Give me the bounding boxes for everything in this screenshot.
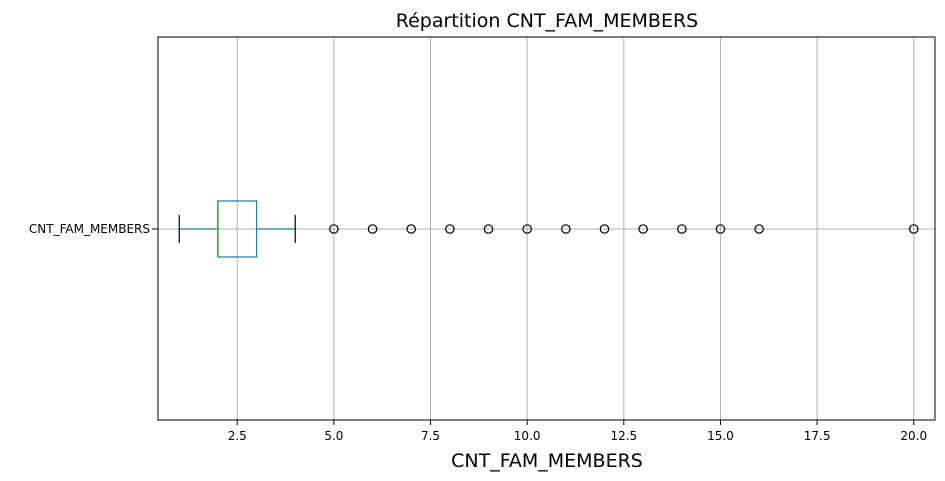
x-axis-label: CNT_FAM_MEMBERS [451,450,643,472]
outlier-point [676,224,687,234]
x-tick-label: 5.0 [324,429,343,443]
x-tick-label: 15.0 [707,429,734,443]
x-tick-label: 17.5 [804,429,831,443]
outlier-point [599,224,610,234]
outlier-point [715,224,726,234]
x-axis-ticks: 2.5 5.0 7.5 10.0 12.5 15.0 17.5 20.0 [228,420,927,443]
x-tick-label: 12.5 [610,429,637,443]
x-tick-label: 2.5 [228,429,247,443]
x-tick-label: 20.0 [900,429,927,443]
outlier-point [754,224,764,234]
outlier-point [522,224,532,234]
outlier-point [445,224,455,234]
outlier-point [483,224,494,234]
boxplot [178,200,296,258]
outlier-point [561,224,571,234]
outlier-point [638,224,648,234]
chart-title: Répartition CNT_FAM_MEMBERS [396,10,698,32]
outliers [329,224,919,234]
x-tick-label: 7.5 [421,429,440,443]
gridlines [158,37,935,420]
outlier-point [367,224,378,234]
x-tick-label: 10.0 [514,429,541,443]
outlier-point [329,224,339,234]
outlier-point [908,224,919,234]
outlier-point [406,224,417,234]
y-tick-label: CNT_FAM_MEMBERS [29,222,150,236]
